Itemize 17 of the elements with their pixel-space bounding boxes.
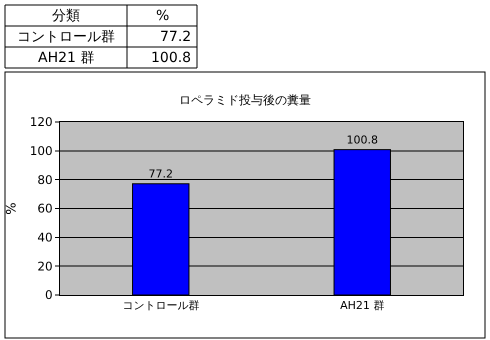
y-axis-title: % [4,202,20,215]
category-label: コントロール群 [17,29,115,45]
chart-title: ロペラミド投与後の糞量 [179,93,311,108]
y-tick-label: 80 [37,172,53,187]
data-label: 77.2 [148,168,173,181]
text: 100.8 [151,50,192,66]
y-tick-label: 40 [37,230,53,245]
y-tick-label: 20 [37,259,53,274]
y-tick-label: 120 [30,115,53,130]
text: 分類 [52,8,80,24]
category-label: AH21 群 [38,50,94,66]
y-tick-label: 100 [30,144,53,158]
y-tick-label: 60 [37,202,53,216]
y-tick-label: 0 [44,288,53,302]
text: % [156,8,170,24]
text: 77.2 [160,29,192,45]
data-label: 100.8 [346,134,378,147]
